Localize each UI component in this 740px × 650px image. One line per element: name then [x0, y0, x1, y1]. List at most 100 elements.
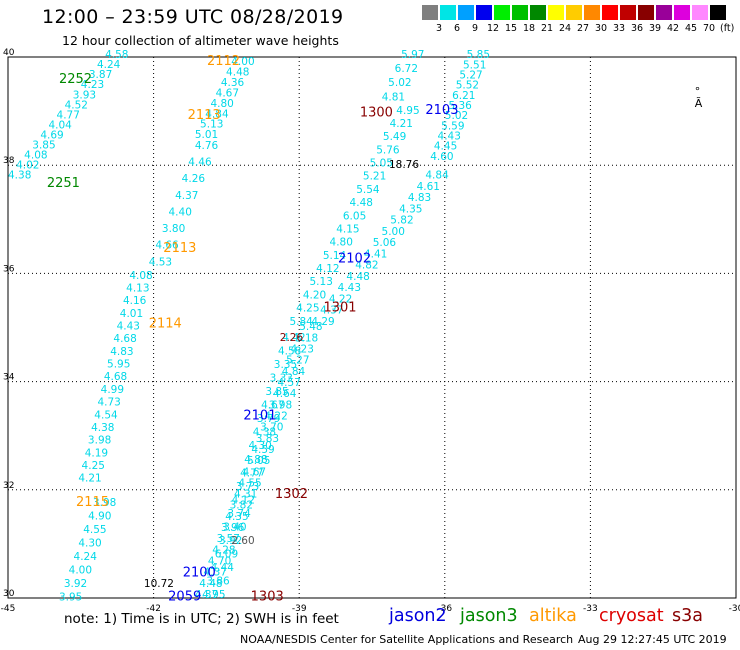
wave-height-value: 4.16: [123, 295, 147, 307]
wave-height-value: 4.30: [248, 440, 271, 452]
pass-time-label: 2113: [163, 241, 196, 256]
wave-height-value: 4.22: [329, 293, 352, 305]
wave-height-value: 10.72: [144, 578, 174, 590]
wave-height-value: 4.58: [105, 49, 128, 61]
lon-tick-label: -42: [146, 604, 161, 614]
pass-time-label: 1300: [360, 106, 393, 121]
wave-height-value: 4.95: [202, 589, 225, 601]
wave-height-value: 3.86: [206, 575, 230, 587]
wave-height-value: 5.49: [383, 131, 406, 143]
legend-swatch: [674, 5, 691, 20]
legend-swatch: [422, 5, 439, 20]
wave-height-value: 3.40: [223, 521, 246, 533]
legend-swatch: [494, 5, 511, 20]
wave-height-value: 4.77: [57, 109, 80, 121]
wave-height-value: 5.36: [448, 100, 472, 112]
legend-label: 18: [522, 23, 536, 34]
wave-height-value: 4.55: [238, 477, 261, 489]
pass-time-label: 2103: [425, 103, 458, 118]
wave-height-value: 4.83: [110, 346, 133, 358]
wave-height-value: 5.05: [370, 158, 393, 170]
wave-height-value: 4.48: [346, 271, 369, 283]
wave-height-value: 4.15: [336, 223, 359, 235]
wave-height-value: 4.37: [204, 567, 227, 579]
wave-height-value: 3.98: [93, 497, 116, 509]
wave-height-value: 3.96: [221, 522, 245, 534]
wave-height-value: 2.26: [280, 332, 304, 344]
lat-tick-label: 32: [3, 481, 14, 491]
wave-height-value: 5.48: [299, 321, 322, 333]
satellite-altika: altika: [529, 606, 577, 626]
legend-swatch: [656, 5, 673, 20]
legend-swatch: [512, 5, 529, 20]
wave-height-value: 3.80: [162, 223, 185, 235]
wave-height-value: 4.08: [24, 150, 47, 162]
pass-time-label: 2059: [168, 590, 201, 605]
wave-height-value: 4.23: [291, 344, 314, 356]
wave-height-value: 4.76: [195, 140, 219, 152]
wave-height-value: 4.84: [282, 366, 306, 378]
pass-time-label: 1301: [323, 300, 356, 315]
wave-height-value: 4.30: [78, 538, 101, 550]
wave-height-value: 3.33: [270, 373, 293, 385]
wave-height-value: 5.14: [323, 250, 347, 262]
wave-height-value: 5.59: [441, 120, 464, 132]
wave-height-value: 4.44: [211, 562, 235, 574]
wave-height-value: 4.35: [399, 203, 422, 215]
legend-swatch: [440, 5, 457, 20]
lat-tick-label: 38: [3, 156, 15, 166]
wave-height-value: 5.51: [463, 59, 486, 71]
legend-label: 21: [540, 23, 554, 34]
satellite-jason2: jason2: [389, 606, 447, 626]
legend-label: 39: [648, 23, 662, 34]
wave-height-value: 3.85: [265, 386, 288, 398]
wave-height-value: 4.21: [390, 118, 413, 130]
legend-label: 3: [435, 23, 443, 34]
wave-height-value: 4.67: [261, 400, 284, 412]
wave-height-value: 4.48: [199, 578, 222, 590]
wave-height-value: 4.66: [155, 240, 179, 252]
page-subtitle: 12 hour collection of altimeter wave hei…: [62, 33, 339, 48]
wave-height-value: 3.83: [256, 433, 279, 445]
wave-height-value: 4.90: [88, 511, 111, 523]
wave-height-value: 4.42: [282, 332, 305, 344]
wave-height-value: 4.83: [408, 192, 431, 204]
legend-label: 27: [576, 23, 590, 34]
wave-height-value: 3.85: [32, 140, 55, 152]
legend-label: 24: [558, 23, 572, 34]
lat-tick-label: 36: [3, 264, 15, 274]
wave-height-value: 5.52: [456, 80, 479, 92]
legend-swatch: [620, 5, 637, 20]
legend-unit: (ft): [720, 23, 735, 34]
lat-tick-label: 30: [3, 589, 15, 599]
wave-height-value: 5.02: [388, 77, 411, 89]
wave-height-value: 5.01: [195, 129, 218, 141]
wave-height-value: 4.84: [205, 108, 229, 120]
wave-height-value: 2.60: [231, 535, 254, 547]
wave-height-value: 4.45: [434, 141, 457, 153]
wave-height-value: 4.88: [244, 454, 267, 466]
wave-height-value: 4.01: [120, 308, 143, 320]
wave-height-value: 5.02: [445, 110, 468, 122]
wave-height-value: 3.93: [73, 89, 96, 101]
lat-tick-label: 40: [3, 48, 15, 58]
wave-height-value: 3.35: [274, 359, 297, 371]
legend-swatch: [566, 5, 583, 20]
wave-height-value: 4.26: [182, 173, 206, 185]
island-marker: Ã: [695, 97, 703, 110]
wave-height-value: 3.95: [59, 592, 82, 604]
wave-height-value: 4.25: [82, 460, 105, 472]
pass-time-label: 2251: [47, 176, 80, 191]
wave-height-value: 4.35: [225, 511, 248, 523]
wave-height-value: 4.46: [188, 157, 212, 169]
pass-time-label: 1302: [275, 487, 308, 502]
wave-height-value: 4.02: [16, 160, 39, 172]
wave-height-value: 3.79: [257, 413, 280, 425]
wave-height-value: 4.41: [364, 248, 387, 260]
wave-height-value: 4.59: [251, 444, 274, 456]
wave-height-value: 3.92: [64, 578, 87, 590]
legend-swatch: [548, 5, 565, 20]
pass-time-label: 2102: [338, 252, 371, 267]
wave-height-value: 4.64: [273, 388, 297, 400]
legend-label: 30: [594, 23, 608, 34]
